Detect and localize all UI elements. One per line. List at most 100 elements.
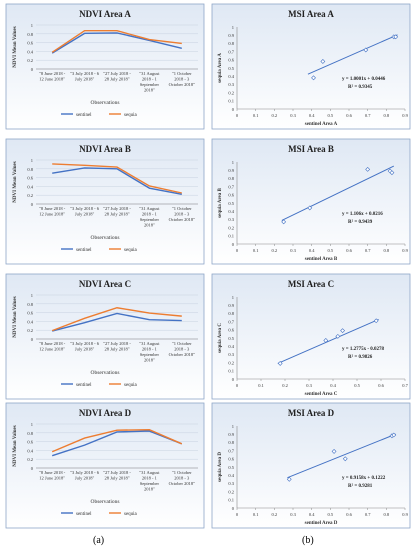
y-tick-label: 1 — [31, 23, 33, 28]
y-tick-label: 0.4 — [27, 448, 33, 453]
legend-label-sentinel: sentinel — [76, 248, 92, 253]
x-tick-label: "8 June 2018 -12 June 2018" — [39, 341, 66, 352]
x-tick-label: 0.4 — [330, 383, 336, 388]
x-tick-label: 0.9 — [402, 248, 408, 253]
y-tick-label: 0.4 — [228, 209, 234, 214]
y-tick-label: 1 — [31, 158, 33, 163]
y-tick-label: 0.9 — [228, 168, 234, 173]
y-tick-label: 0.6 — [228, 193, 234, 198]
y-tick-label: 0.6 — [27, 176, 33, 181]
chart-7: NDVI Area D 0 0.2 0.4 0.6 0.8 1 "8 June 2018 -1… — [5, 402, 205, 529]
y-tick-label: 0.8 — [27, 167, 33, 172]
y-tick-label: 0.2 — [27, 193, 33, 198]
chart-title: MSI Area D — [288, 408, 335, 418]
y-tick-label: 0.2 — [27, 457, 33, 462]
y-tick-label: 0.2 — [27, 58, 33, 63]
x-tick-label: 0 — [236, 113, 239, 118]
x-tick-label: 0.5 — [328, 248, 334, 253]
x-tick-label: 0.6 — [346, 113, 352, 118]
y-tick-label: 0.3 — [228, 352, 234, 357]
x-tick-label: "3 July 2018 - 6 July 2018" — [70, 206, 100, 217]
legend-label-sentinel: sentinel — [76, 512, 92, 517]
x-tick-label: 0.3 — [290, 248, 296, 253]
chart-4: MSI Area B 0 0.1 0.2 0.3 0.4 0.5 0.6 0.7 0.8 0.9 1 0… — [211, 138, 411, 265]
chart-3: NDVI Area B 0 0.2 0.4 0.6 0.8 1 "8 June 2018 -1… — [5, 138, 205, 265]
x-tick-label: 0.1 — [253, 113, 259, 118]
y-tick-label: 0.2 — [228, 360, 234, 365]
chart-frame — [211, 402, 411, 529]
data-point — [363, 47, 369, 53]
chart-title: MSI Area C — [288, 279, 334, 289]
y-tick-label: 0 — [232, 242, 235, 247]
y-tick-label: 0 — [31, 202, 34, 207]
y-tick-label: 0.4 — [228, 344, 234, 349]
x-tick-label: 0 — [236, 512, 239, 517]
x-tick-label: 0.9 — [402, 512, 408, 517]
chart-title: NDVI Area C — [79, 279, 131, 289]
series-line-sequia — [51, 429, 183, 453]
x-tick-label: 0.3 — [290, 512, 296, 517]
x-tick-label: 0.2 — [272, 512, 278, 517]
y-tick-label: 0.9 — [228, 432, 234, 437]
y-tick-label: 0.8 — [27, 302, 33, 307]
legend-label-sentinel: sentinel — [76, 113, 92, 118]
data-point — [340, 328, 346, 334]
y-tick-label: 0.1 — [228, 498, 234, 503]
x-tick-label: 0.7 — [402, 383, 408, 388]
data-point — [365, 166, 371, 172]
series-line-sequia — [51, 307, 182, 332]
x-tick-label: 0.2 — [282, 383, 288, 388]
y-tick-label: 1 — [232, 25, 234, 30]
x-axis-label: sentinel Area C — [305, 392, 338, 397]
y-tick-label: 0.1 — [228, 234, 234, 239]
y-tick-label: 0.4 — [228, 473, 234, 478]
y-tick-label: 1 — [232, 160, 234, 165]
x-tick-label: 0.2 — [272, 248, 278, 253]
data-point — [342, 456, 348, 462]
data-point — [320, 59, 326, 64]
chart-frame — [211, 3, 411, 130]
x-tick-label: "3 July 2018 - 6 July 2018" — [70, 470, 100, 481]
x-tick-label: 0.6 — [378, 383, 384, 388]
chart-2: MSI Area A 0 0.1 0.2 0.3 0.4 0.5 0.6 0.7 0.8 0.9 1 0… — [211, 3, 411, 130]
chart-6: MSI Area C 0 0.1 0.2 0.3 0.4 0.5 0.6 0.7 0.8 0.9 1 0… — [211, 273, 411, 400]
y-tick-label: 0.8 — [228, 41, 234, 46]
y-axis-label: NDVI Mean Values — [13, 161, 18, 202]
x-tick-label: "27 July 2018 -28 July 2018" — [103, 341, 131, 352]
y-tick-label: 0.2 — [228, 90, 234, 95]
r-squared: R² = 0.9439 — [348, 219, 373, 225]
r-squared: R² = 0.9826 — [348, 354, 373, 360]
legend-label-sequia: sequia — [124, 383, 138, 388]
x-tick-label: "27 July 2018 -28 July 2018" — [103, 71, 131, 82]
y-tick-label: 0.2 — [228, 225, 234, 230]
x-tick-label: 0.4 — [309, 113, 315, 118]
y-tick-label: 0.5 — [228, 336, 234, 341]
x-tick-label: "31 August 2018 - 1 September 2018" — [139, 341, 160, 363]
chart-8: MSI Area D 0 0.1 0.2 0.3 0.4 0.5 0.6 0.7 0.8 0.9 1 0… — [211, 402, 411, 529]
y-tick-label: 0.5 — [228, 201, 234, 206]
y-tick-label: 0.8 — [228, 440, 234, 445]
data-point — [331, 449, 337, 454]
y-tick-label: 0.4 — [228, 74, 234, 79]
x-axis-label: sentinel Area B — [305, 257, 338, 262]
chart-frame — [5, 138, 205, 265]
x-axis-label: Observations — [90, 370, 119, 376]
series-line-sentinel — [52, 167, 182, 196]
y-axis-label: sequia Area D — [218, 452, 223, 482]
x-tick-label: 0.5 — [328, 113, 334, 118]
x-tick-label: "8 June 2018 -12 June 2018" — [39, 71, 66, 82]
data-point — [307, 205, 313, 211]
trendline-equation: y = 1.2775x - 0.0278 — [342, 347, 385, 352]
y-tick-label: 0.2 — [27, 328, 33, 333]
y-tick-label: 0.4 — [27, 49, 33, 54]
trendline-equation: y = 1.106x + 0.0216 — [342, 212, 383, 217]
r-squared: R² = 0.9345 — [348, 84, 373, 90]
y-tick-label: 0 — [31, 67, 34, 72]
x-tick-label: "1 October 2018 - 3 October 2018" — [169, 341, 196, 357]
chart-5: NDVI Area C 0 0.2 0.4 0.6 0.8 1 "8 June 2018 -1… — [5, 273, 205, 400]
x-tick-label: 0.1 — [253, 512, 259, 517]
y-tick-label: 0.9 — [228, 33, 234, 38]
series-line-sentinel — [51, 430, 183, 457]
y-axis-label: sequia Area A — [218, 53, 223, 83]
